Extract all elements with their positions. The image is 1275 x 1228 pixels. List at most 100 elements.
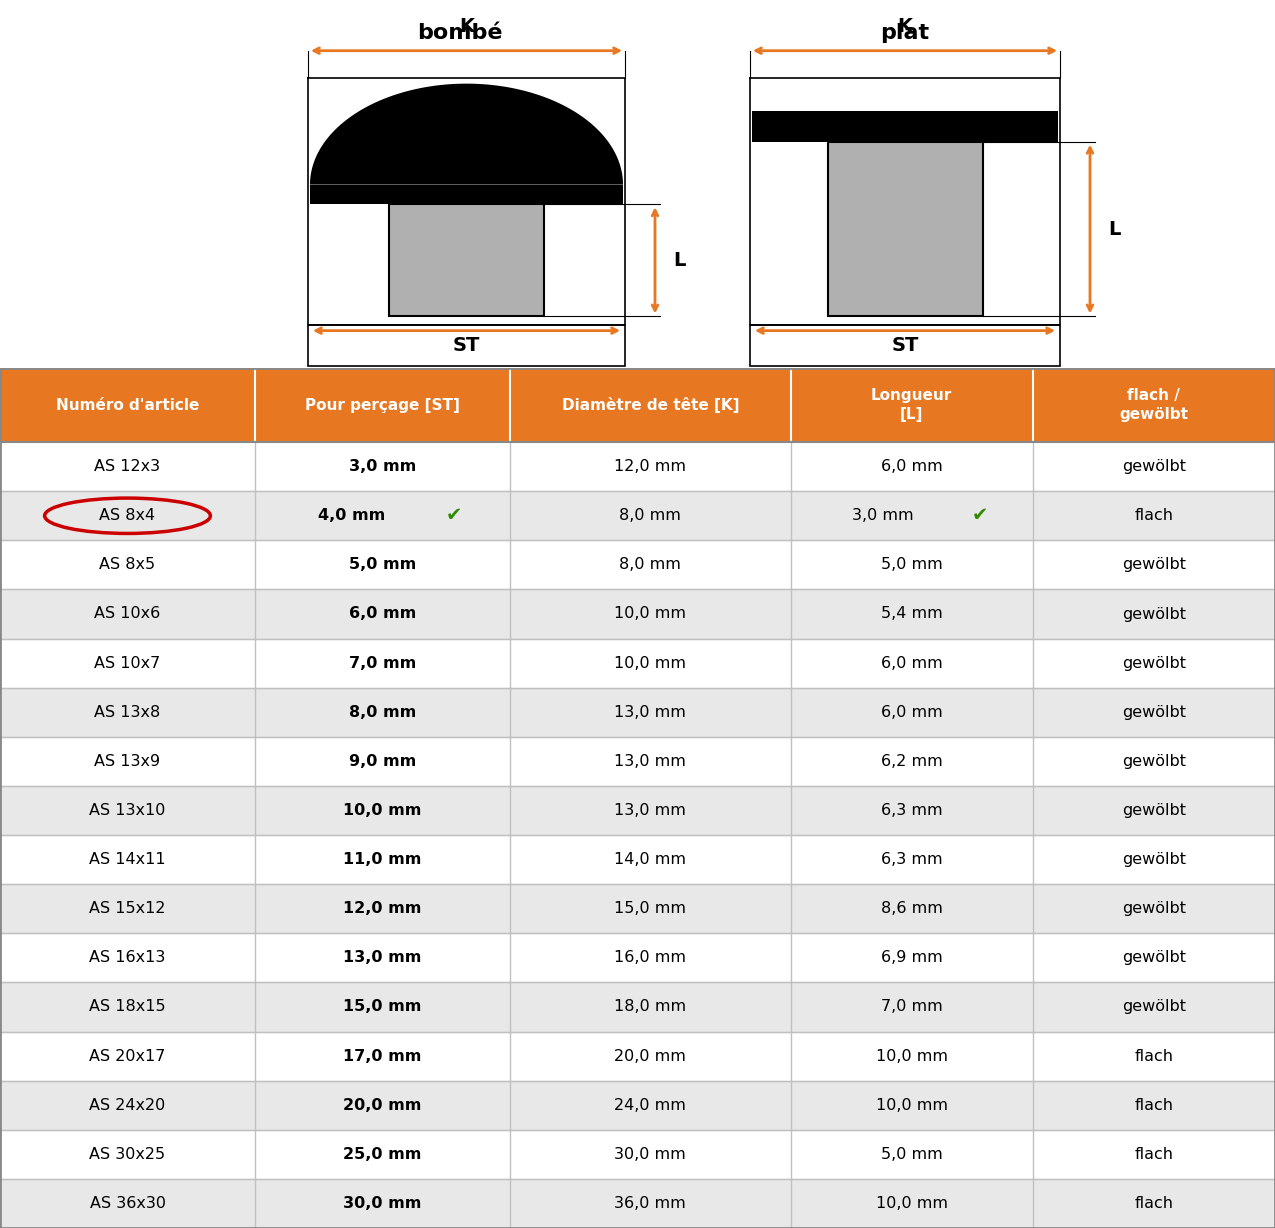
- FancyBboxPatch shape: [1033, 368, 1275, 442]
- Text: 14,0 mm: 14,0 mm: [615, 852, 686, 867]
- Text: gewölbt: gewölbt: [1122, 754, 1186, 769]
- Text: AS 14x11: AS 14x11: [89, 852, 166, 867]
- Text: 10,0 mm: 10,0 mm: [876, 1049, 947, 1063]
- Text: 3,0 mm: 3,0 mm: [852, 508, 913, 523]
- Text: 6,9 mm: 6,9 mm: [881, 950, 942, 965]
- Text: bombé: bombé: [417, 23, 502, 43]
- Text: 6,0 mm: 6,0 mm: [349, 607, 416, 621]
- FancyBboxPatch shape: [0, 1130, 1275, 1179]
- Text: flach /
gewölbt: flach / gewölbt: [1119, 388, 1188, 422]
- Text: AS 18x15: AS 18x15: [89, 1000, 166, 1014]
- Text: 10,0 mm: 10,0 mm: [615, 607, 686, 621]
- Text: flach: flach: [1135, 1147, 1173, 1162]
- Text: gewölbt: gewölbt: [1122, 1000, 1186, 1014]
- Text: gewölbt: gewölbt: [1122, 558, 1186, 572]
- Text: 5,4 mm: 5,4 mm: [881, 607, 942, 621]
- FancyBboxPatch shape: [0, 589, 1275, 639]
- Text: gewölbt: gewölbt: [1122, 803, 1186, 818]
- Text: 6,2 mm: 6,2 mm: [881, 754, 942, 769]
- FancyBboxPatch shape: [0, 982, 1275, 1032]
- Text: L: L: [1108, 220, 1121, 238]
- Text: 18,0 mm: 18,0 mm: [615, 1000, 686, 1014]
- Text: ST: ST: [453, 335, 481, 355]
- FancyBboxPatch shape: [0, 786, 1275, 835]
- Text: Pour perçage [ST]: Pour perçage [ST]: [305, 398, 460, 413]
- Text: flach: flach: [1135, 508, 1173, 523]
- Text: AS 20x17: AS 20x17: [89, 1049, 166, 1063]
- Text: 8,0 mm: 8,0 mm: [620, 558, 681, 572]
- Text: 8,6 mm: 8,6 mm: [881, 901, 942, 916]
- Text: gewölbt: gewölbt: [1122, 459, 1186, 474]
- Text: 8,0 mm: 8,0 mm: [349, 705, 416, 720]
- FancyBboxPatch shape: [790, 368, 1033, 442]
- FancyBboxPatch shape: [0, 491, 1275, 540]
- Text: AS 8x4: AS 8x4: [99, 508, 156, 523]
- FancyBboxPatch shape: [0, 1032, 1275, 1081]
- Text: gewölbt: gewölbt: [1122, 705, 1186, 720]
- Text: 30,0 mm: 30,0 mm: [615, 1147, 686, 1162]
- FancyBboxPatch shape: [0, 688, 1275, 737]
- Text: AS 13x8: AS 13x8: [94, 705, 161, 720]
- Text: gewölbt: gewölbt: [1122, 607, 1186, 621]
- Text: 15,0 mm: 15,0 mm: [615, 901, 686, 916]
- Text: ✔: ✔: [972, 506, 988, 526]
- Text: flach: flach: [1135, 1098, 1173, 1113]
- Text: 8,0 mm: 8,0 mm: [620, 508, 681, 523]
- Text: AS 12x3: AS 12x3: [94, 459, 161, 474]
- Text: 13,0 mm: 13,0 mm: [615, 705, 686, 720]
- FancyBboxPatch shape: [510, 368, 790, 442]
- FancyBboxPatch shape: [309, 325, 625, 366]
- FancyBboxPatch shape: [0, 884, 1275, 933]
- Text: 11,0 mm: 11,0 mm: [343, 852, 422, 867]
- Text: 13,0 mm: 13,0 mm: [615, 803, 686, 818]
- Text: 30,0 mm: 30,0 mm: [343, 1196, 422, 1211]
- Text: 3,0 mm: 3,0 mm: [349, 459, 416, 474]
- FancyBboxPatch shape: [750, 325, 1060, 366]
- Text: 17,0 mm: 17,0 mm: [343, 1049, 422, 1063]
- Text: AS 10x6: AS 10x6: [94, 607, 161, 621]
- Text: flach: flach: [1135, 1196, 1173, 1211]
- FancyBboxPatch shape: [0, 639, 1275, 688]
- Text: AS 13x9: AS 13x9: [94, 754, 161, 769]
- Text: 6,0 mm: 6,0 mm: [881, 705, 942, 720]
- FancyBboxPatch shape: [752, 111, 1058, 141]
- Text: 7,0 mm: 7,0 mm: [349, 656, 416, 670]
- Text: gewölbt: gewölbt: [1122, 950, 1186, 965]
- Text: L: L: [673, 251, 686, 270]
- Text: 5,0 mm: 5,0 mm: [881, 1147, 942, 1162]
- Text: AS 10x7: AS 10x7: [94, 656, 161, 670]
- FancyBboxPatch shape: [310, 184, 623, 204]
- Text: ST: ST: [891, 335, 919, 355]
- FancyBboxPatch shape: [255, 368, 510, 442]
- Text: ✔: ✔: [446, 506, 462, 526]
- Text: AS 36x30: AS 36x30: [89, 1196, 166, 1211]
- FancyBboxPatch shape: [0, 540, 1275, 589]
- Text: AS 24x20: AS 24x20: [89, 1098, 166, 1113]
- Text: 10,0 mm: 10,0 mm: [343, 803, 422, 818]
- Text: AS 16x13: AS 16x13: [89, 950, 166, 965]
- Text: K: K: [459, 17, 474, 37]
- Text: 7,0 mm: 7,0 mm: [881, 1000, 942, 1014]
- Text: 4,0 mm: 4,0 mm: [319, 508, 385, 523]
- Polygon shape: [310, 84, 623, 184]
- Text: 5,0 mm: 5,0 mm: [349, 558, 416, 572]
- Text: 6,3 mm: 6,3 mm: [881, 852, 942, 867]
- FancyBboxPatch shape: [0, 368, 255, 442]
- Text: 6,0 mm: 6,0 mm: [881, 656, 942, 670]
- FancyBboxPatch shape: [0, 737, 1275, 786]
- Text: Longueur
[L]: Longueur [L]: [871, 388, 952, 422]
- Text: AS 30x25: AS 30x25: [89, 1147, 166, 1162]
- Text: 5,0 mm: 5,0 mm: [881, 558, 942, 572]
- FancyBboxPatch shape: [0, 442, 1275, 491]
- FancyBboxPatch shape: [0, 835, 1275, 884]
- Text: 20,0 mm: 20,0 mm: [343, 1098, 422, 1113]
- Text: AS 13x10: AS 13x10: [89, 803, 166, 818]
- Text: K: K: [898, 17, 913, 37]
- Text: flach: flach: [1135, 1049, 1173, 1063]
- Text: 36,0 mm: 36,0 mm: [615, 1196, 686, 1211]
- Text: 10,0 mm: 10,0 mm: [615, 656, 686, 670]
- Text: 10,0 mm: 10,0 mm: [876, 1196, 947, 1211]
- Text: Diamètre de tête [K]: Diamètre de tête [K]: [561, 397, 740, 414]
- Text: Numéro d'article: Numéro d'article: [56, 398, 199, 413]
- Text: 25,0 mm: 25,0 mm: [343, 1147, 422, 1162]
